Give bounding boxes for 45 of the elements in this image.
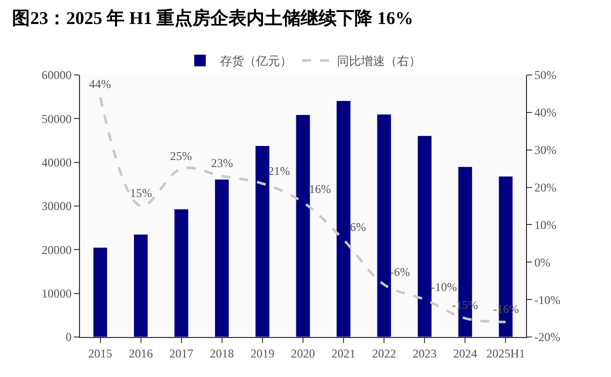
chart-title: 图23：2025 年 H1 重点房企表内土储继续下降 16% xyxy=(12,8,414,28)
legend-label: 同比增速（右） xyxy=(337,54,421,68)
bar xyxy=(174,208,189,337)
y2-tick-label: 40% xyxy=(534,106,556,120)
y-tick-label: 10000 xyxy=(42,286,72,301)
bar xyxy=(376,114,392,337)
x-tick-label: 2015 xyxy=(88,346,112,360)
bar xyxy=(133,234,148,337)
y2-tick-label: -20% xyxy=(534,330,560,344)
y2-tick-label: 20% xyxy=(534,180,556,194)
bar xyxy=(92,247,108,337)
data-label: 44% xyxy=(89,77,111,91)
y-tick-label: 50000 xyxy=(42,112,72,126)
y-tick-label: 0 xyxy=(66,330,72,344)
bar xyxy=(336,100,351,337)
bar xyxy=(296,114,310,337)
x-tick-label: 2021 xyxy=(332,346,356,360)
bar xyxy=(255,145,270,337)
y-tick-label: 20000 xyxy=(42,242,72,257)
y2-tick-label: 50% xyxy=(534,68,556,82)
data-label: 16% xyxy=(309,182,331,196)
x-tick-label: 2023 xyxy=(412,346,437,360)
x-tick-label: 2018 xyxy=(210,346,234,360)
x-tick-label: 2022 xyxy=(372,346,396,360)
data-label: -10% xyxy=(431,280,457,294)
x-tick-label: 2024 xyxy=(453,346,478,360)
x-tick-label: 2019 xyxy=(250,346,274,360)
y-tick-label: 30000 xyxy=(42,199,72,214)
y2-tick-label: 30% xyxy=(534,143,556,158)
data-label: 23% xyxy=(211,156,233,170)
data-label: 25% xyxy=(170,149,192,163)
y2-tick-label: -10% xyxy=(534,292,560,307)
y2-tick-label: 0% xyxy=(534,255,550,270)
y-tick-label: 40000 xyxy=(42,156,72,170)
data-label: 6% xyxy=(350,220,366,234)
x-tick-label: 2016 xyxy=(128,346,153,360)
bar xyxy=(214,179,230,337)
legend-label: 存货（亿元） xyxy=(220,54,292,68)
bar xyxy=(417,135,432,337)
x-tick-label: 2025H1 xyxy=(486,346,526,360)
y-tick-label: 60000 xyxy=(42,68,72,82)
y2-tick-label: 10% xyxy=(534,218,556,232)
x-tick-label: 2017 xyxy=(169,346,194,360)
x-tick-label: 2020 xyxy=(291,346,315,360)
data-label: 15% xyxy=(130,186,152,200)
